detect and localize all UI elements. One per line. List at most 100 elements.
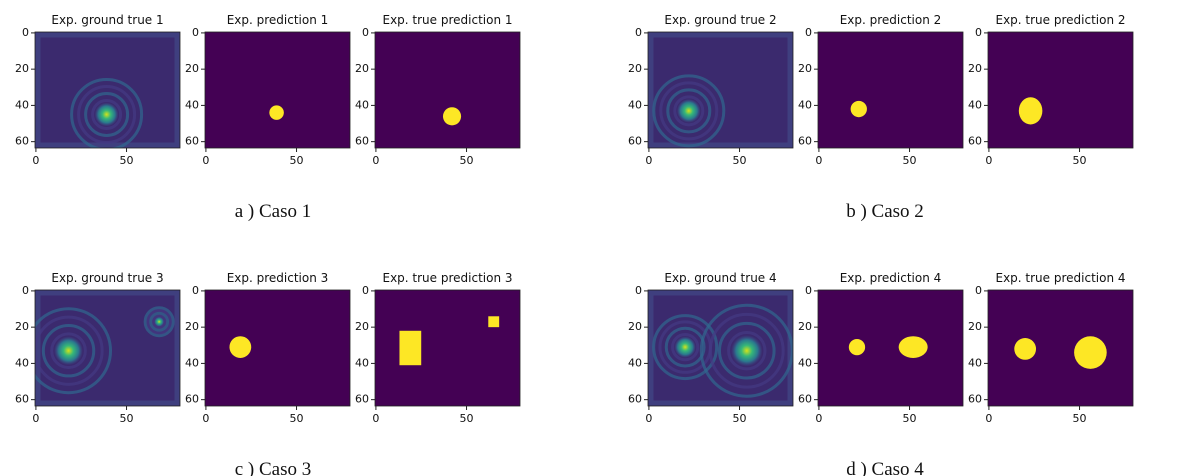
panel: Exp. prediction 30204060050 xyxy=(185,271,350,425)
caption: a ) Caso 1 xyxy=(235,201,312,222)
x-tick-label: 0 xyxy=(985,154,992,167)
y-tick-label: 40 xyxy=(355,356,369,369)
panel-title: Exp. true prediction 3 xyxy=(382,271,512,285)
y-tick-label: 0 xyxy=(192,284,199,297)
y-tick-label: 60 xyxy=(185,393,199,406)
blob xyxy=(154,317,164,327)
y-tick-label: 40 xyxy=(355,98,369,111)
y-tick-label: 40 xyxy=(628,98,642,111)
y-tick-label: 60 xyxy=(15,393,29,406)
blob xyxy=(95,102,119,126)
y-tick-label: 0 xyxy=(192,26,199,39)
image xyxy=(375,32,520,148)
image xyxy=(27,290,180,406)
y-tick-label: 60 xyxy=(628,393,642,406)
blob xyxy=(674,336,696,358)
y-tick-label: 40 xyxy=(628,356,642,369)
mask-rect xyxy=(399,331,421,365)
panel-title: Exp. ground true 4 xyxy=(664,271,776,285)
panel: Exp. ground true 20204060050 xyxy=(628,13,793,167)
mask-blob xyxy=(269,105,284,120)
panel-title: Exp. ground true 2 xyxy=(664,13,776,27)
mask-blob xyxy=(899,336,928,358)
x-tick-label: 50 xyxy=(290,154,304,167)
image xyxy=(648,32,793,148)
y-tick-label: 20 xyxy=(185,320,199,333)
figure: Exp. ground true 10204060050Exp. predict… xyxy=(0,0,1180,476)
y-tick-label: 20 xyxy=(185,62,199,75)
mask-blob xyxy=(1014,338,1036,360)
x-tick-label: 0 xyxy=(815,412,822,425)
blob xyxy=(731,335,762,366)
y-tick-label: 60 xyxy=(185,135,199,148)
y-tick-label: 60 xyxy=(355,135,369,148)
y-tick-label: 60 xyxy=(968,393,982,406)
panel: Exp. true prediction 40204060050 xyxy=(968,271,1133,425)
y-tick-label: 40 xyxy=(185,356,199,369)
y-tick-label: 60 xyxy=(798,393,812,406)
x-tick-label: 0 xyxy=(32,412,39,425)
image xyxy=(988,32,1133,148)
mask-blob xyxy=(1074,336,1107,369)
y-tick-label: 20 xyxy=(15,62,29,75)
caption: c ) Caso 3 xyxy=(235,459,312,476)
image-bg xyxy=(988,290,1133,406)
x-tick-label: 50 xyxy=(460,154,474,167)
y-tick-label: 60 xyxy=(355,393,369,406)
panel-title: Exp. prediction 1 xyxy=(227,13,329,27)
y-tick-label: 20 xyxy=(15,320,29,333)
y-tick-label: 20 xyxy=(628,320,642,333)
image-bg xyxy=(375,290,520,406)
y-tick-label: 0 xyxy=(362,284,369,297)
x-tick-label: 0 xyxy=(815,154,822,167)
x-tick-label: 0 xyxy=(372,412,379,425)
panel-title: Exp. true prediction 4 xyxy=(995,271,1125,285)
image xyxy=(205,32,350,148)
y-tick-label: 40 xyxy=(968,356,982,369)
blob xyxy=(54,336,83,365)
image-bg xyxy=(35,32,180,148)
mask-blob xyxy=(1019,97,1043,124)
image xyxy=(818,32,963,148)
x-tick-label: 50 xyxy=(733,154,747,167)
caption: d ) Caso 4 xyxy=(846,459,924,476)
mask-blob xyxy=(229,336,251,358)
panel: Exp. true prediction 10204060050 xyxy=(355,13,520,167)
image-bg xyxy=(205,32,350,148)
y-tick-label: 40 xyxy=(15,356,29,369)
image-bg xyxy=(818,32,963,148)
y-tick-label: 0 xyxy=(635,284,642,297)
panel-title: Exp. prediction 4 xyxy=(840,271,942,285)
blob xyxy=(677,99,701,123)
y-tick-label: 60 xyxy=(15,135,29,148)
panel-title: Exp. prediction 3 xyxy=(227,271,329,285)
panel-title: Exp. ground true 1 xyxy=(51,13,163,27)
x-tick-label: 0 xyxy=(202,154,209,167)
y-tick-label: 20 xyxy=(355,320,369,333)
x-tick-label: 0 xyxy=(645,412,652,425)
x-tick-label: 50 xyxy=(120,412,134,425)
x-tick-label: 0 xyxy=(372,154,379,167)
mask-blob xyxy=(443,107,461,125)
y-tick-label: 20 xyxy=(798,62,812,75)
y-tick-label: 0 xyxy=(22,26,29,39)
image xyxy=(988,290,1133,406)
y-tick-label: 60 xyxy=(798,135,812,148)
panel: Exp. prediction 20204060050 xyxy=(798,13,963,167)
x-tick-label: 50 xyxy=(1073,412,1087,425)
image xyxy=(648,290,793,406)
panel-title: Exp. true prediction 2 xyxy=(995,13,1125,27)
x-tick-label: 50 xyxy=(903,412,917,425)
image xyxy=(375,290,520,406)
x-tick-label: 50 xyxy=(290,412,304,425)
x-tick-label: 50 xyxy=(120,154,134,167)
y-tick-label: 20 xyxy=(968,320,982,333)
image-bg xyxy=(818,290,963,406)
y-tick-label: 0 xyxy=(805,284,812,297)
